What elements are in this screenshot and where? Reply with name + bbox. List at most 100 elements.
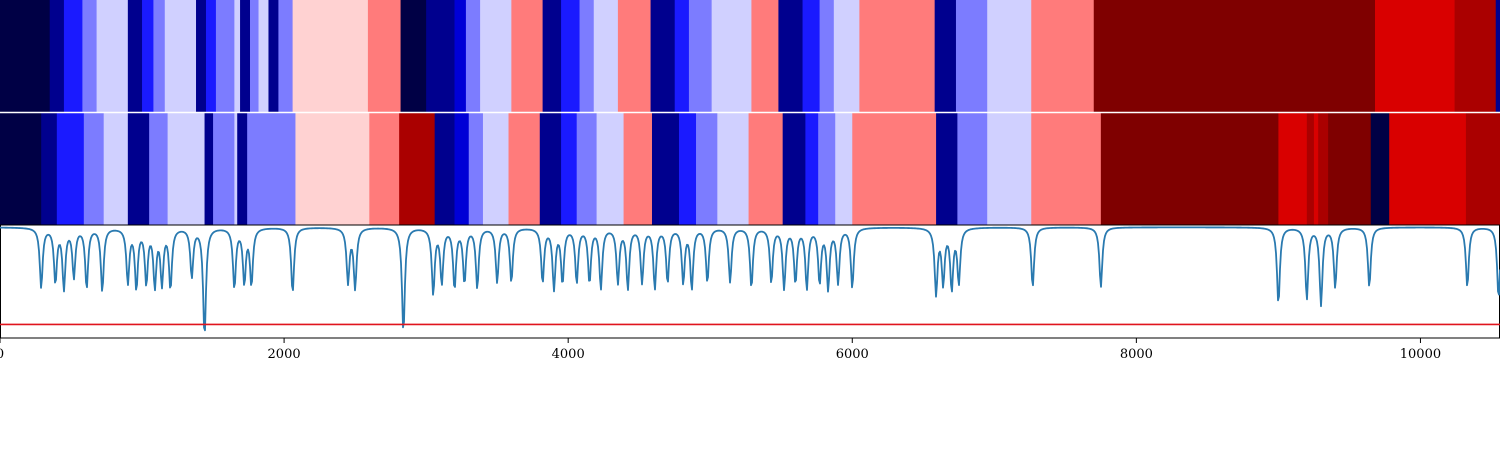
segment-strip-top-segment-17 — [278, 0, 294, 112]
x-tick-label: 10000 — [1400, 347, 1441, 362]
segment-strip-top-segment-2 — [63, 0, 83, 112]
signal-trace-line — [0, 226, 1500, 332]
segment-strip-top — [0, 0, 1500, 112]
segment-strip-bottom-segment-41 — [1278, 113, 1308, 225]
segment-strip-top-segment-23 — [465, 0, 481, 112]
segment-strip-top-segment-39 — [833, 0, 860, 112]
segment-strip-top-segment-14 — [250, 0, 259, 112]
segment-strip-top-segment-34 — [711, 0, 752, 112]
segment-strip-bottom-segment-35 — [852, 113, 937, 225]
segment-strip-top-segment-44 — [1031, 0, 1095, 112]
segment-strip-top-segment-20 — [400, 0, 427, 112]
segment-strip-top-segment-47 — [1454, 0, 1497, 112]
segment-strip-bottom-segment-6 — [149, 113, 169, 225]
segment-strip-bottom-segment-45 — [1328, 113, 1372, 225]
segment-strip-top-segment-22 — [454, 0, 467, 112]
segment-strip-top-segment-30 — [617, 0, 651, 112]
segment-strip-top-segment-1 — [49, 0, 65, 112]
segment-strip-top-segment-35 — [751, 0, 779, 112]
segment-strip-top-segment-25 — [511, 0, 544, 112]
segment-strip-top-segment-4 — [96, 0, 129, 112]
segment-strip-bottom-segment-44 — [1318, 113, 1329, 225]
segment-strip-top-segment-28 — [579, 0, 595, 112]
segment-strip-bottom-segment-32 — [805, 113, 819, 225]
segment-strip-top-segment-9 — [196, 0, 207, 112]
segment-strip-bottom-segment-47 — [1389, 113, 1467, 225]
segment-strip-bottom-segment-21 — [539, 113, 562, 225]
segment-strip-bottom-segment-10 — [234, 113, 238, 225]
segment-strip-bottom-segment-39 — [1031, 113, 1102, 225]
segment-strip-bottom-segment-27 — [678, 113, 697, 225]
segment-strip-top-segment-10 — [205, 0, 217, 112]
segment-strip-top-segment-16 — [268, 0, 279, 112]
segment-strip-bottom-segment-2 — [56, 113, 85, 225]
segment-strip-top-segment-11 — [215, 0, 235, 112]
segment-strip-bottom-segment-11 — [237, 113, 248, 225]
segment-strip-bottom-segment-3 — [83, 113, 105, 225]
segment-strip-bottom-segment-17 — [454, 113, 470, 225]
segment-strip-bottom-segment-7 — [167, 113, 205, 225]
segment-strip-bottom-segment-36 — [936, 113, 958, 225]
segment-strip-bottom-segment-0 — [0, 113, 42, 225]
segment-strip-bottom-segment-20 — [508, 113, 541, 225]
x-axis: 0 2000 4000 6000 8000 10000 — [0, 338, 1441, 362]
segment-strip-bottom-segment-48 — [1465, 113, 1500, 225]
segment-strip-bottom-segment-19 — [482, 113, 509, 225]
segment-strip-top-segment-0 — [0, 0, 51, 112]
signal-trace-layer — [0, 226, 1500, 332]
segment-strip-bottom-segment-30 — [748, 113, 784, 225]
segment-strip-top-segment-18 — [292, 0, 369, 112]
segment-strip-top-segment-33 — [688, 0, 713, 112]
segment-strip-top-segment-6 — [142, 0, 154, 112]
segment-strip-top-segment-29 — [593, 0, 619, 112]
segment-strip-top-segment-37 — [802, 0, 821, 112]
segment-strip-top-segment-27 — [561, 0, 580, 112]
segment-strip-bottom-segment-16 — [434, 113, 455, 225]
segment-strip-bottom-segment-40 — [1100, 113, 1279, 225]
segment-strip-bottom-segment-38 — [987, 113, 1032, 225]
segment-strip-bottom-segment-46 — [1370, 113, 1390, 225]
segment-strip-bottom-segment-14 — [369, 113, 400, 225]
segment-strip-bottom-segment-33 — [818, 113, 836, 225]
segment-strip-bottom-segment-13 — [295, 113, 370, 225]
segment-strip-top-segment-46 — [1375, 0, 1455, 112]
segment-strip-bottom-segment-28 — [696, 113, 718, 225]
segment-strip-bottom-segment-15 — [399, 113, 436, 225]
segment-strip-bottom-segment-1 — [41, 113, 58, 225]
segment-strip-bottom-segment-8 — [204, 113, 214, 225]
x-tick-label: 0 — [0, 347, 4, 362]
x-tick-label: 6000 — [836, 347, 869, 362]
segment-strip-bottom-segment-5 — [127, 113, 150, 225]
segment-strip-bottom-segment-18 — [468, 113, 484, 225]
segment-strip-top-segment-40 — [859, 0, 936, 112]
segment-strip-bottom-segment-29 — [717, 113, 749, 225]
segment-strip-top-segment-48 — [1495, 0, 1500, 112]
segment-strip-top-segment-26 — [542, 0, 562, 112]
segment-strip-bottom-segment-26 — [651, 113, 680, 225]
segment-strip-top-segment-32 — [674, 0, 690, 112]
x-tick-label: 8000 — [1120, 347, 1153, 362]
segment-strip-top-segment-42 — [955, 0, 988, 112]
segment-strip-top-segment-45 — [1093, 0, 1376, 112]
x-tick-label: 2000 — [268, 347, 301, 362]
segment-strip-bottom-segment-25 — [623, 113, 653, 225]
segment-strip-top-segment-24 — [480, 0, 512, 112]
segment-strip-top-segment-15 — [258, 0, 269, 112]
segment-strip-top-segment-5 — [127, 0, 143, 112]
segment-strip-top-segment-12 — [234, 0, 241, 112]
segment-strip-bottom-segment-31 — [782, 113, 806, 225]
segment-strip-bottom-segment-24 — [596, 113, 624, 225]
segment-strip-bottom-segment-4 — [103, 113, 129, 225]
segment-strip-top-segment-36 — [778, 0, 803, 112]
segment-strip-top-segment-7 — [153, 0, 166, 112]
segment-strip-bottom-segment-12 — [247, 113, 296, 225]
segment-strip-top-segment-31 — [650, 0, 676, 112]
segment-strip-bottom-segment-43 — [1313, 113, 1319, 225]
segment-strip-top-segment-43 — [987, 0, 1032, 112]
segment-strip-bottom-segment-9 — [213, 113, 235, 225]
x-tick-label: 4000 — [552, 347, 585, 362]
segment-strip-bottom-segment-22 — [561, 113, 578, 225]
segment-strip-top-segment-38 — [819, 0, 835, 112]
segment-strip-bottom-segment-42 — [1306, 113, 1315, 225]
